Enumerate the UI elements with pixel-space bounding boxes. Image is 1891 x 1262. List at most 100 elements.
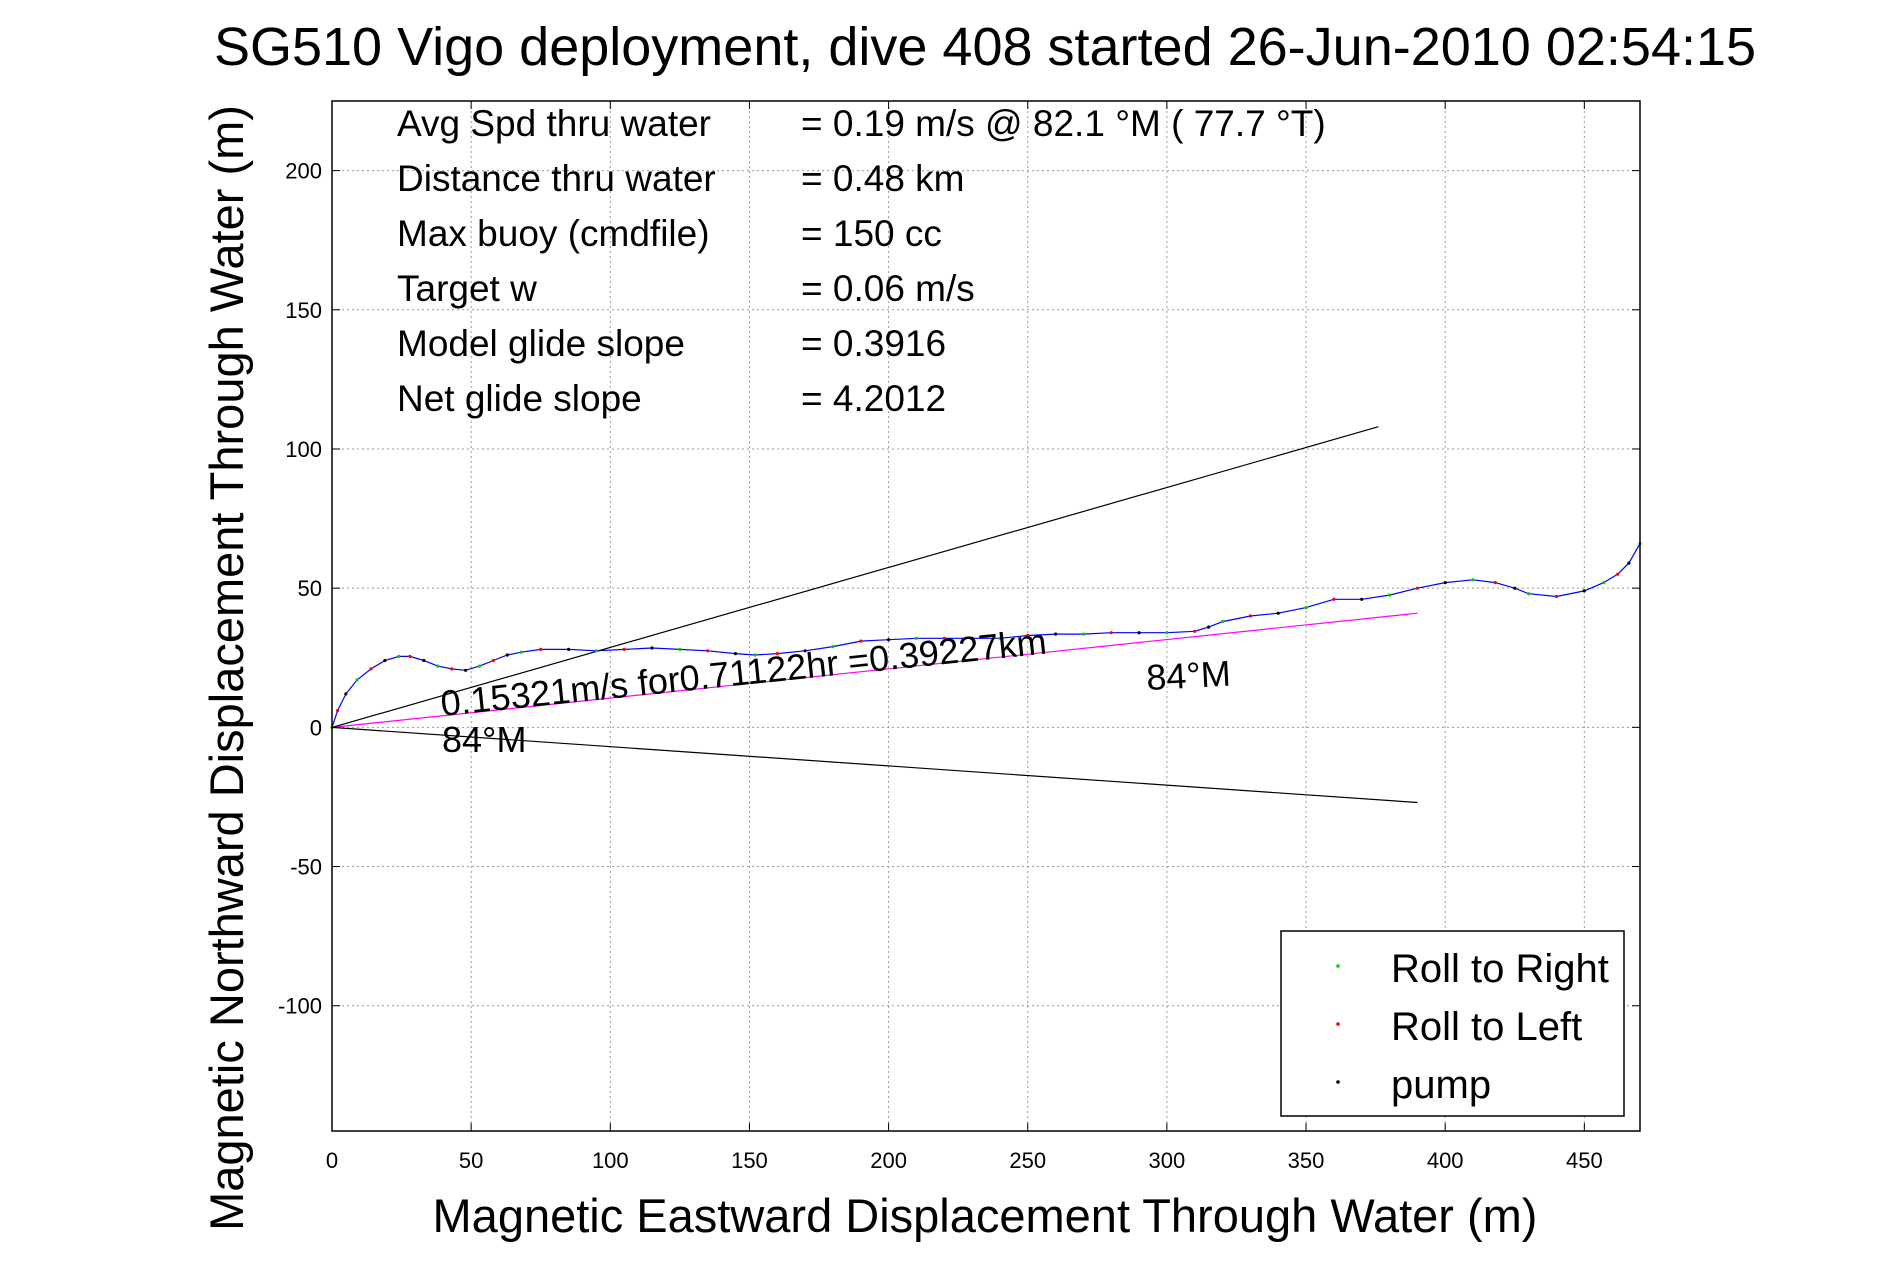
roll-right-marker (1304, 606, 1308, 610)
heading-annotation-end: 84°M (1145, 653, 1231, 698)
pump-marker (887, 638, 891, 642)
legend-label: pump (1391, 1063, 1491, 1107)
pump-marker (970, 636, 974, 640)
roll-left-marker (450, 667, 454, 671)
roll-left-marker (491, 658, 495, 663)
x-tick-label: 350 (1288, 1148, 1325, 1173)
roll-right-marker (477, 664, 482, 668)
stat-label: Model glide slope (397, 323, 685, 364)
roll-right-marker (753, 653, 757, 657)
pump-marker (383, 658, 387, 663)
legend-label: Roll to Right (1391, 947, 1609, 991)
heading-annotation-start: 84°M (442, 719, 526, 760)
pump-marker (1513, 586, 1517, 590)
pump-marker (567, 647, 571, 652)
lower-heading-line (331, 726, 1418, 804)
legend-marker-pump (1336, 1080, 1340, 1084)
pump-marker (1276, 611, 1280, 615)
pump-marker (1137, 631, 1141, 635)
y-tick-label: -100 (278, 994, 322, 1019)
roll-left-marker (1554, 594, 1559, 599)
stat-label: Distance thru water (397, 158, 716, 199)
pump-marker (464, 668, 468, 672)
stat-label: Net glide slope (397, 378, 642, 419)
x-tick-label: 450 (1566, 1148, 1603, 1173)
roll-right-marker (998, 636, 1002, 640)
roll-left-marker (1193, 629, 1197, 633)
pump-marker (803, 649, 807, 653)
x-tick-label: 100 (592, 1148, 629, 1173)
roll-left-marker (622, 647, 626, 652)
chart-title: SG510 Vigo deployment, dive 408 started … (214, 17, 1756, 77)
roll-right-marker (678, 647, 682, 652)
y-tick-label: 50 (298, 576, 322, 601)
pump-marker (1627, 561, 1631, 565)
roll-left-marker (1332, 597, 1336, 601)
roll-right-marker (436, 664, 440, 668)
pump-marker (344, 692, 348, 696)
roll-left-marker (1616, 572, 1620, 576)
y-tick-label: 100 (285, 437, 322, 462)
plot-area-frame (331, 100, 1641, 1132)
legend-label: Roll to Left (1391, 1005, 1582, 1049)
stat-value: = 0.48 km (801, 158, 965, 199)
x-tick-label: 300 (1149, 1148, 1186, 1173)
roll-left-marker (1493, 581, 1497, 585)
legend-marker-roll-left (1336, 1022, 1340, 1026)
pump-marker (1360, 597, 1364, 601)
pump-marker (650, 646, 654, 650)
y-tick-label: 200 (285, 159, 322, 184)
pump-marker (1582, 589, 1586, 593)
roll-right-marker (1165, 631, 1169, 635)
roll-left-marker (369, 667, 373, 671)
y-tick-label: 0 (310, 715, 322, 740)
x-tick-label: 400 (1427, 1148, 1464, 1173)
y-tick-label: -50 (290, 855, 322, 880)
pump-marker (1207, 625, 1211, 629)
x-tick-label: 200 (870, 1148, 907, 1173)
roll-right-marker (519, 650, 523, 654)
legend-marker-roll-right (1336, 964, 1340, 968)
pump-marker (733, 652, 738, 656)
roll-left-marker (859, 639, 863, 643)
roll-left-marker (1248, 614, 1252, 618)
roll-right-marker (914, 636, 919, 640)
roll-left-marker (408, 654, 412, 659)
y-axis-label: Magnetic Northward Displacement Through … (200, 105, 253, 1231)
roll-right-marker (1471, 578, 1475, 582)
stat-value: = 150 cc (801, 213, 942, 254)
pump-marker (1054, 632, 1058, 636)
roll-right-marker (1602, 581, 1606, 585)
roll-left-marker (1026, 633, 1030, 638)
roll-left-marker (336, 709, 340, 713)
roll-right-marker (1221, 620, 1225, 624)
stat-value: = 4.2012 (801, 378, 946, 419)
roll-right-marker (1081, 632, 1085, 636)
roll-right-marker (594, 649, 599, 653)
y-tick-label: 150 (285, 298, 322, 323)
axis-ticks: 0 50 100 150 200 250 300 350 400 450 -100 -50 0 50 100… (278, 101, 1640, 1173)
stat-value: = 0.3916 (801, 323, 946, 364)
pump-marker (422, 658, 426, 663)
roll-left-marker (539, 647, 543, 652)
roll-right-marker (831, 645, 835, 649)
roll-left-marker (942, 636, 946, 640)
roll-left-marker (1109, 631, 1113, 635)
x-axis-label: Magnetic Eastward Displacement Through W… (433, 1189, 1538, 1242)
stat-label: Target w (397, 268, 537, 309)
roll-right-marker (397, 654, 401, 659)
roll-right-marker (355, 678, 359, 682)
dive-statistics: Avg Spd thru water = 0.19 m/s @ 82.1 °M … (397, 103, 1326, 419)
stat-value: = 0.06 m/s (801, 268, 975, 309)
pump-marker (505, 653, 509, 657)
drift-annotation: 0.15321m/s for0.71122hr =0.39227km (439, 621, 1049, 724)
chart-legend: Roll to Right Roll to Left pump (1280, 930, 1625, 1117)
x-tick-label: 250 (1009, 1148, 1046, 1173)
net-drift-line (331, 612, 1418, 728)
roll-left-marker (775, 652, 779, 656)
roll-right-marker (1527, 592, 1531, 596)
data-series (330, 426, 1642, 804)
roll-left-marker (706, 649, 710, 653)
roll-right-marker (1387, 593, 1392, 597)
